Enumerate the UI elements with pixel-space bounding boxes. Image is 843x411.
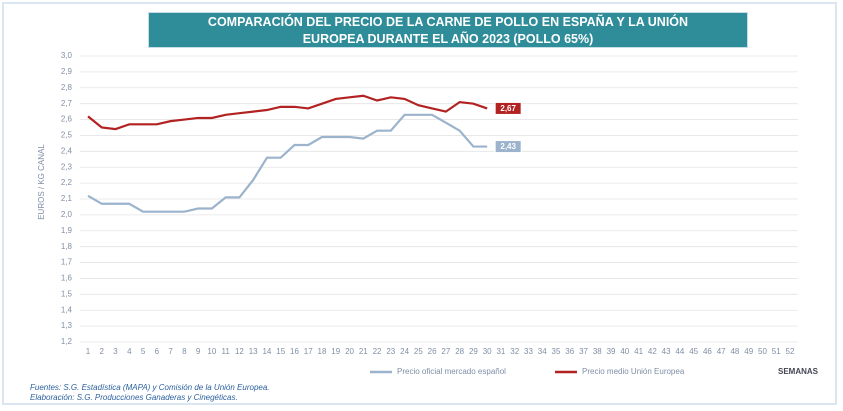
- x-tick-label: 5: [141, 347, 146, 356]
- x-tick-label: 33: [524, 347, 533, 356]
- x-tick-label: 42: [648, 347, 657, 356]
- x-tick-label: 18: [318, 347, 327, 356]
- x-tick-label: 26: [428, 347, 437, 356]
- data-label: 2,67: [500, 104, 516, 113]
- y-tick-label: 1,9: [61, 226, 73, 235]
- x-tick-label: 46: [703, 347, 712, 356]
- x-tick-label: 28: [455, 347, 464, 356]
- y-tick-label: 1,2: [61, 337, 73, 346]
- x-tick-label: 35: [552, 347, 561, 356]
- data-label-box: [494, 140, 522, 154]
- x-tick-label: 39: [607, 347, 616, 356]
- y-tick-label: 2,1: [61, 194, 73, 203]
- x-tick-label: 19: [331, 347, 340, 356]
- x-tick-label: 1: [86, 347, 91, 356]
- x-tick-label: 31: [496, 347, 505, 356]
- x-tick-label: 13: [249, 347, 258, 356]
- x-tick-label: 37: [579, 347, 588, 356]
- x-tick-label: 2: [100, 347, 105, 356]
- data-label-box: [494, 101, 522, 115]
- x-tick-label: 48: [730, 347, 739, 356]
- y-tick-label: 2,5: [61, 131, 73, 140]
- data-label: 2,43: [500, 142, 516, 151]
- x-tick-label: 45: [689, 347, 698, 356]
- x-tick-label: 6: [155, 347, 160, 356]
- x-tick-label: 15: [276, 347, 285, 356]
- x-tick-label: 44: [675, 347, 684, 356]
- y-tick-label: 2,6: [61, 115, 73, 124]
- x-tick-label: 16: [290, 347, 299, 356]
- y-tick-label: 1,8: [61, 242, 73, 251]
- x-tick-label: 9: [196, 347, 201, 356]
- x-tick-label: 40: [620, 347, 629, 356]
- x-tick-label: 30: [483, 347, 492, 356]
- x-tick-label: 23: [386, 347, 395, 356]
- x-tick-label: 51: [772, 347, 781, 356]
- x-tick-label: 4: [127, 347, 132, 356]
- y-tick-label: 2,3: [61, 162, 73, 171]
- x-tick-label: 52: [786, 347, 795, 356]
- source: Fuentes: S.G. Estadística (MAPA) y Comis…: [30, 383, 270, 392]
- x-tick-label: 12: [235, 347, 244, 356]
- x-tick-label: 7: [168, 347, 173, 356]
- x-tick-label: 17: [304, 347, 313, 356]
- x-tick-label: 32: [510, 347, 519, 356]
- y-tick-label: 1,3: [61, 321, 73, 330]
- x-tick-label: 29: [469, 347, 478, 356]
- x-tick-label: 41: [634, 347, 643, 356]
- x-tick-label: 20: [345, 347, 354, 356]
- source: Elaboración: S.G. Producciones Ganaderas…: [30, 393, 238, 402]
- y-tick-label: 2,7: [61, 99, 73, 108]
- x-tick-label: 25: [414, 347, 423, 356]
- y-axis-label: EUROS / KG CANAL: [37, 144, 46, 220]
- x-tick-label: 8: [182, 347, 187, 356]
- x-tick-label: 14: [262, 347, 271, 356]
- y-tick-label: 1,4: [61, 305, 73, 314]
- x-tick-label: 11: [221, 347, 230, 356]
- y-tick-label: 1,5: [61, 289, 73, 298]
- y-tick-label: 2,0: [61, 210, 73, 219]
- legend-label: Precio medio Unión Europea: [582, 367, 685, 376]
- y-tick-label: 1,7: [61, 258, 73, 267]
- series-line: [87, 94, 488, 131]
- x-tick-label: 10: [207, 347, 216, 356]
- y-tick-label: 2,2: [61, 178, 73, 187]
- x-tick-label: 50: [758, 347, 767, 356]
- x-axis-label: SEMANAS: [778, 367, 819, 376]
- x-tick-label: 22: [373, 347, 382, 356]
- x-tick-label: 38: [593, 347, 602, 356]
- x-tick-label: 43: [662, 347, 671, 356]
- y-tick-label: 2,9: [61, 67, 73, 76]
- x-tick-label: 27: [441, 347, 450, 356]
- legend-label: Precio oficial mercado español: [397, 367, 506, 376]
- frame: [2, 2, 837, 405]
- y-tick-label: 2,4: [61, 146, 73, 155]
- y-tick-label: 1,6: [61, 274, 73, 283]
- chart-title: COMPARACIÓN DEL PRECIO DE LA CARNE DE PO…: [148, 12, 748, 48]
- x-tick-label: 47: [717, 347, 726, 356]
- x-tick-label: 3: [113, 347, 118, 356]
- y-tick-label: 3,0: [61, 51, 73, 60]
- y-tick-label: 2,8: [61, 83, 73, 92]
- x-tick-label: 34: [538, 347, 547, 356]
- x-tick-label: 36: [565, 347, 574, 356]
- x-tick-label: 21: [359, 347, 368, 356]
- series-line: [87, 113, 488, 213]
- x-tick-label: 49: [744, 347, 753, 356]
- x-tick-label: 24: [400, 347, 409, 356]
